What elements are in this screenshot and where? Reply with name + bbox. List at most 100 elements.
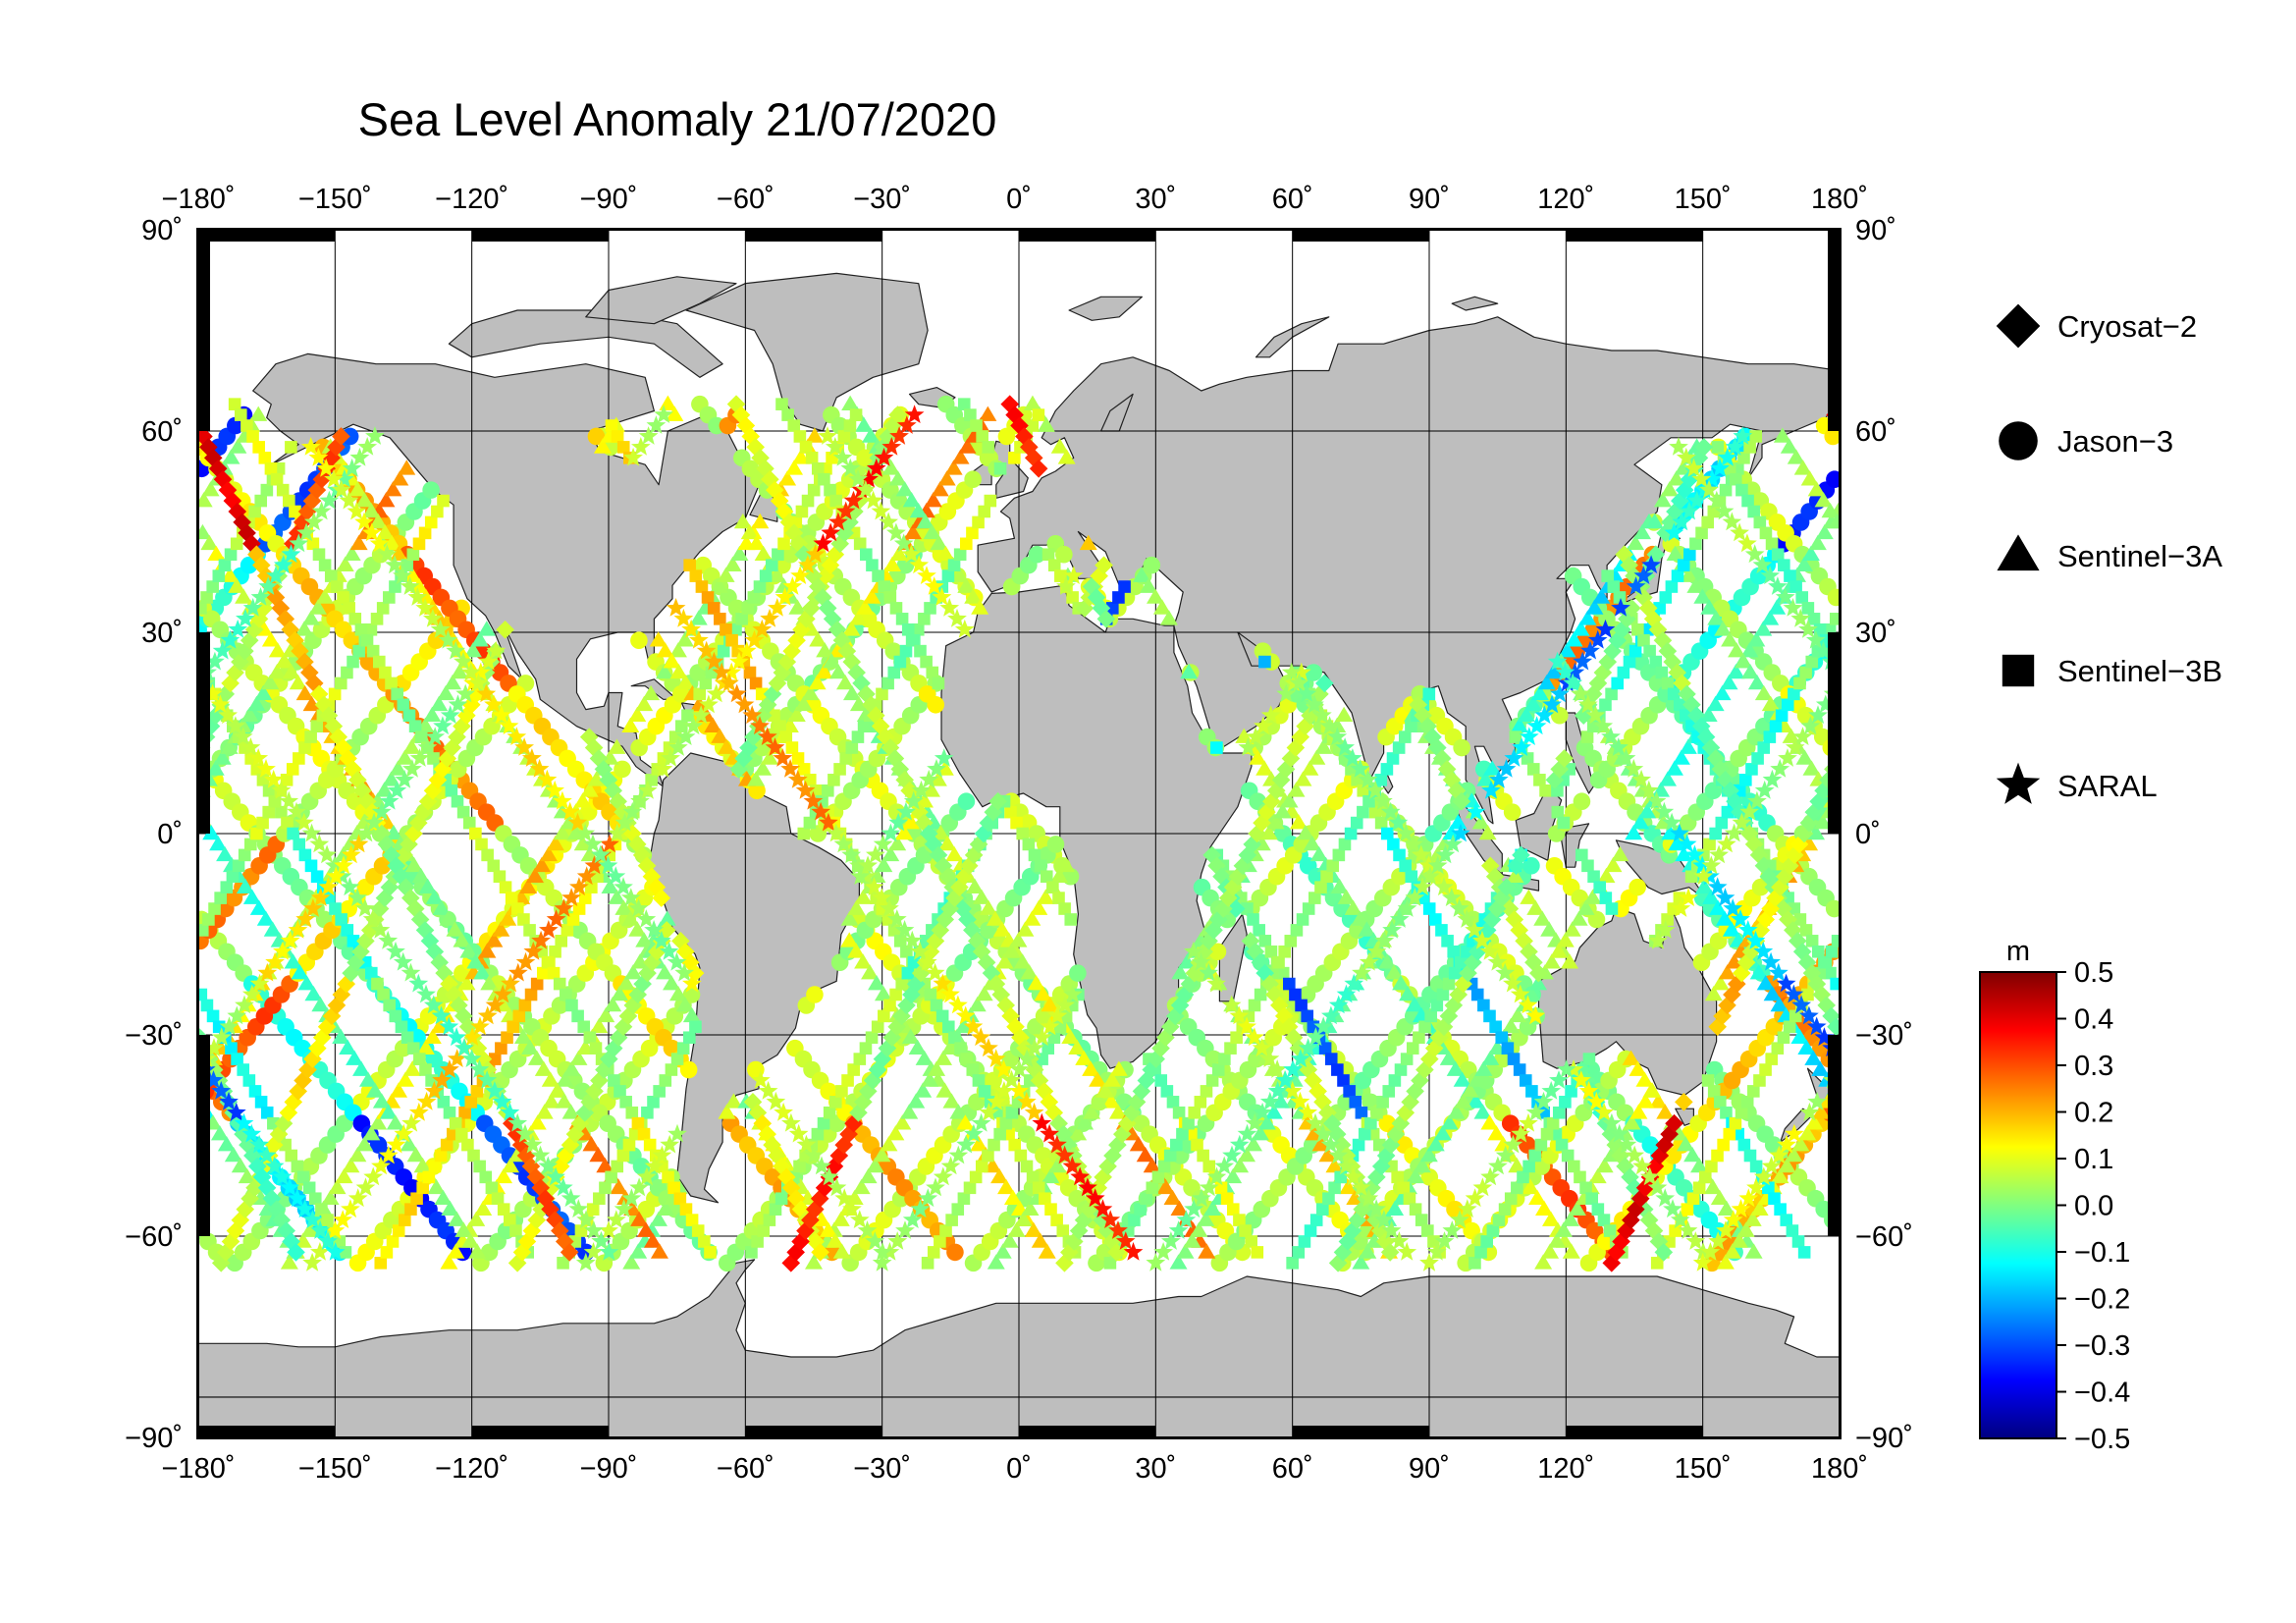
track-point xyxy=(1799,813,1819,833)
track-point xyxy=(803,816,817,830)
track-point xyxy=(347,655,359,669)
track-point xyxy=(1520,889,1538,904)
track-point xyxy=(372,1093,391,1109)
track-point xyxy=(1032,1181,1045,1195)
track-point xyxy=(861,964,880,980)
track-point xyxy=(294,1199,315,1218)
track-point xyxy=(362,503,381,518)
track-point xyxy=(499,716,519,735)
track-point xyxy=(1815,523,1834,540)
track-point xyxy=(447,1027,466,1047)
track-point xyxy=(1582,1053,1596,1065)
track-point xyxy=(968,996,987,1012)
track-point xyxy=(895,1220,915,1239)
track-point xyxy=(1276,683,1297,703)
track-point xyxy=(1281,749,1301,768)
track-point xyxy=(573,835,592,851)
track-point xyxy=(1525,1005,1546,1025)
track-point xyxy=(1108,1220,1128,1239)
track-point xyxy=(1661,913,1674,926)
track-point xyxy=(1143,1157,1161,1173)
track-point xyxy=(1663,1199,1682,1218)
track-point xyxy=(1781,698,1794,712)
track-point xyxy=(1068,1039,1087,1055)
track-point xyxy=(528,1114,547,1130)
track-point xyxy=(238,848,251,862)
track-point xyxy=(1076,1114,1095,1130)
track-point xyxy=(668,737,688,756)
track-point xyxy=(389,580,401,593)
track-point xyxy=(317,844,337,864)
track-point xyxy=(422,1170,436,1184)
track-point xyxy=(797,763,811,776)
track-point xyxy=(1763,986,1782,1001)
track-point xyxy=(695,580,709,593)
track-point xyxy=(1525,1085,1538,1098)
track-point xyxy=(1154,1074,1168,1087)
track-point xyxy=(1306,1027,1326,1047)
track-point xyxy=(1393,848,1406,862)
track-point xyxy=(1497,878,1517,896)
track-point xyxy=(614,1199,634,1218)
track-point xyxy=(881,845,900,862)
track-point xyxy=(1571,1070,1591,1089)
track-point xyxy=(352,1060,371,1076)
track-point xyxy=(1397,898,1417,917)
track-point xyxy=(880,1136,898,1152)
track-point xyxy=(355,1136,374,1152)
track-point xyxy=(1661,825,1680,840)
track-point xyxy=(1802,760,1821,776)
track-point xyxy=(1784,984,1804,1003)
track-point xyxy=(894,920,915,939)
track-point xyxy=(957,1192,971,1206)
track-point xyxy=(511,1135,531,1155)
track-point xyxy=(287,1243,305,1262)
track-point xyxy=(1650,1257,1664,1270)
track-point xyxy=(607,823,627,842)
track-point xyxy=(1433,1125,1452,1141)
track-point xyxy=(331,479,351,499)
track-point xyxy=(1525,1102,1546,1121)
track-point xyxy=(431,1005,452,1025)
track-point xyxy=(334,855,353,875)
track-point xyxy=(1793,676,1806,690)
track-point xyxy=(1405,888,1425,906)
track-point xyxy=(682,1006,701,1023)
track-point xyxy=(1442,825,1461,840)
track-point xyxy=(356,823,377,842)
track-point xyxy=(756,459,774,478)
track-point xyxy=(447,1049,467,1067)
track-point xyxy=(335,1167,353,1184)
track-point xyxy=(701,591,715,604)
track-point xyxy=(1722,512,1742,531)
track-point xyxy=(507,1020,519,1034)
track-point xyxy=(1785,1123,1804,1143)
track-point xyxy=(1706,749,1726,768)
track-point xyxy=(1624,759,1644,778)
track-point xyxy=(765,737,785,756)
track-point xyxy=(473,964,492,980)
track-point xyxy=(1336,984,1357,1003)
track-point xyxy=(1737,920,1758,939)
track-point xyxy=(1507,1053,1521,1065)
track-point xyxy=(281,544,301,564)
track-point xyxy=(813,533,833,553)
track-point xyxy=(1780,1214,1793,1226)
track-point xyxy=(822,784,834,797)
track-point xyxy=(1016,827,1030,840)
track-point xyxy=(608,1074,620,1087)
track-point xyxy=(1539,784,1552,797)
track-point xyxy=(1683,1147,1702,1163)
track-point xyxy=(377,544,398,564)
track-point xyxy=(389,1009,402,1023)
track-point xyxy=(240,737,261,756)
track-point xyxy=(1638,780,1659,799)
track-point xyxy=(1597,1214,1611,1226)
track-point xyxy=(1701,515,1714,529)
track-point xyxy=(1749,1160,1763,1173)
track-point xyxy=(957,577,976,593)
track-point xyxy=(310,870,324,884)
track-point xyxy=(246,430,259,443)
track-point xyxy=(1061,1028,1080,1045)
track-point xyxy=(699,694,719,714)
